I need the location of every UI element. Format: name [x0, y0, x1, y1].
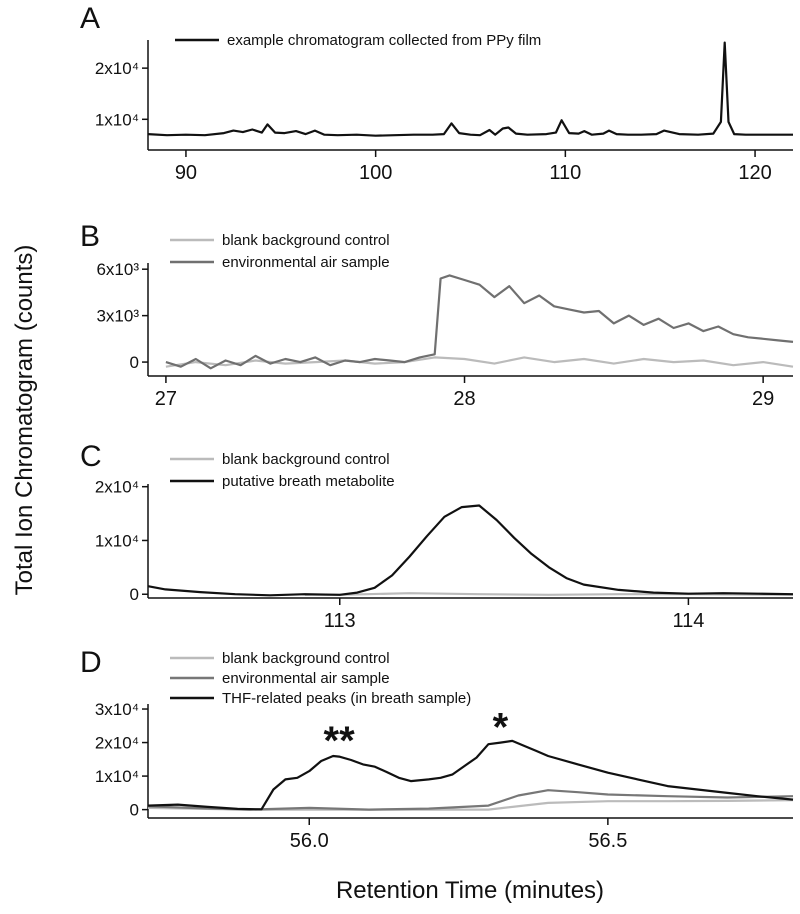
x-tick-label: 29 [752, 388, 774, 410]
x-tick-label: 27 [155, 388, 177, 410]
panel-a: A 1x10⁴ 2x10⁴ 90 100 110 120 example chromatogr… [80, 2, 793, 184]
panel-letter: A [80, 2, 100, 35]
panel-d: D 0 1x10⁴ 2x10⁴ 3x10⁴ 56.0 56.5 blank backgroun… [80, 646, 794, 852]
legend-label: blank background control [222, 451, 390, 468]
series-line-1 [147, 41, 793, 137]
legend-label: example chromatogram collected from PPy … [227, 32, 541, 49]
legend-label: blank background control [222, 232, 390, 249]
x-tick-label: 113 [324, 610, 356, 632]
series-line-2 [147, 789, 794, 811]
series-line-2 [165, 274, 794, 370]
series-line-1 [165, 356, 794, 368]
x-tick-label: 114 [672, 610, 704, 632]
y-tick-label: 0 [130, 801, 139, 820]
y-tick-label: 2x10⁴ [95, 734, 139, 753]
y-tick-label: 0 [130, 353, 139, 372]
x-tick-label: 110 [549, 162, 581, 184]
panel-letter: C [80, 440, 102, 473]
y-tick-label: 6x10³ [96, 260, 139, 279]
series-line-2 [147, 504, 794, 597]
y-axis-title: Total Ion Chromatogram (counts) [11, 245, 38, 596]
x-axis-title: Retention Time (minutes) [336, 877, 604, 904]
y-tick-label: 0 [130, 585, 139, 604]
x-tick-label: 120 [738, 162, 771, 184]
y-tick-label: 3x10³ [96, 307, 139, 326]
x-tick-label: 56.5 [588, 830, 627, 852]
series-line-1 [147, 799, 794, 811]
legend-label: environmental air sample [222, 254, 390, 271]
panel-b: B 0 3x10³ 6x10³ 27 28 29 blank background contr… [80, 220, 794, 410]
legend-label: putative breath metabolite [222, 473, 395, 490]
panel-letter: D [80, 646, 102, 679]
y-tick-label: 3x10⁴ [95, 700, 139, 719]
panel-c: C 0 1x10⁴ 2x10⁴ 113 114 blank background contr… [80, 440, 794, 632]
y-tick-label: 1x10⁴ [95, 767, 139, 786]
x-tick-label: 90 [175, 162, 197, 184]
y-tick-label: 2x10⁴ [95, 478, 139, 497]
y-tick-label: 1x10⁴ [95, 110, 139, 129]
y-tick-label: 2x10⁴ [95, 59, 139, 78]
peak-annotation: * [493, 706, 509, 750]
x-tick-label: 56.0 [290, 830, 329, 852]
legend-label: environmental air sample [222, 670, 390, 687]
series-line-3 [147, 739, 794, 811]
legend-label: blank background control [222, 650, 390, 667]
peak-annotation: ** [324, 719, 356, 763]
panel-letter: B [80, 220, 100, 253]
y-tick-label: 1x10⁴ [95, 531, 139, 550]
x-tick-label: 28 [453, 388, 475, 410]
x-tick-label: 100 [359, 162, 392, 184]
legend-label: THF-related peaks (in breath sample) [222, 690, 471, 707]
